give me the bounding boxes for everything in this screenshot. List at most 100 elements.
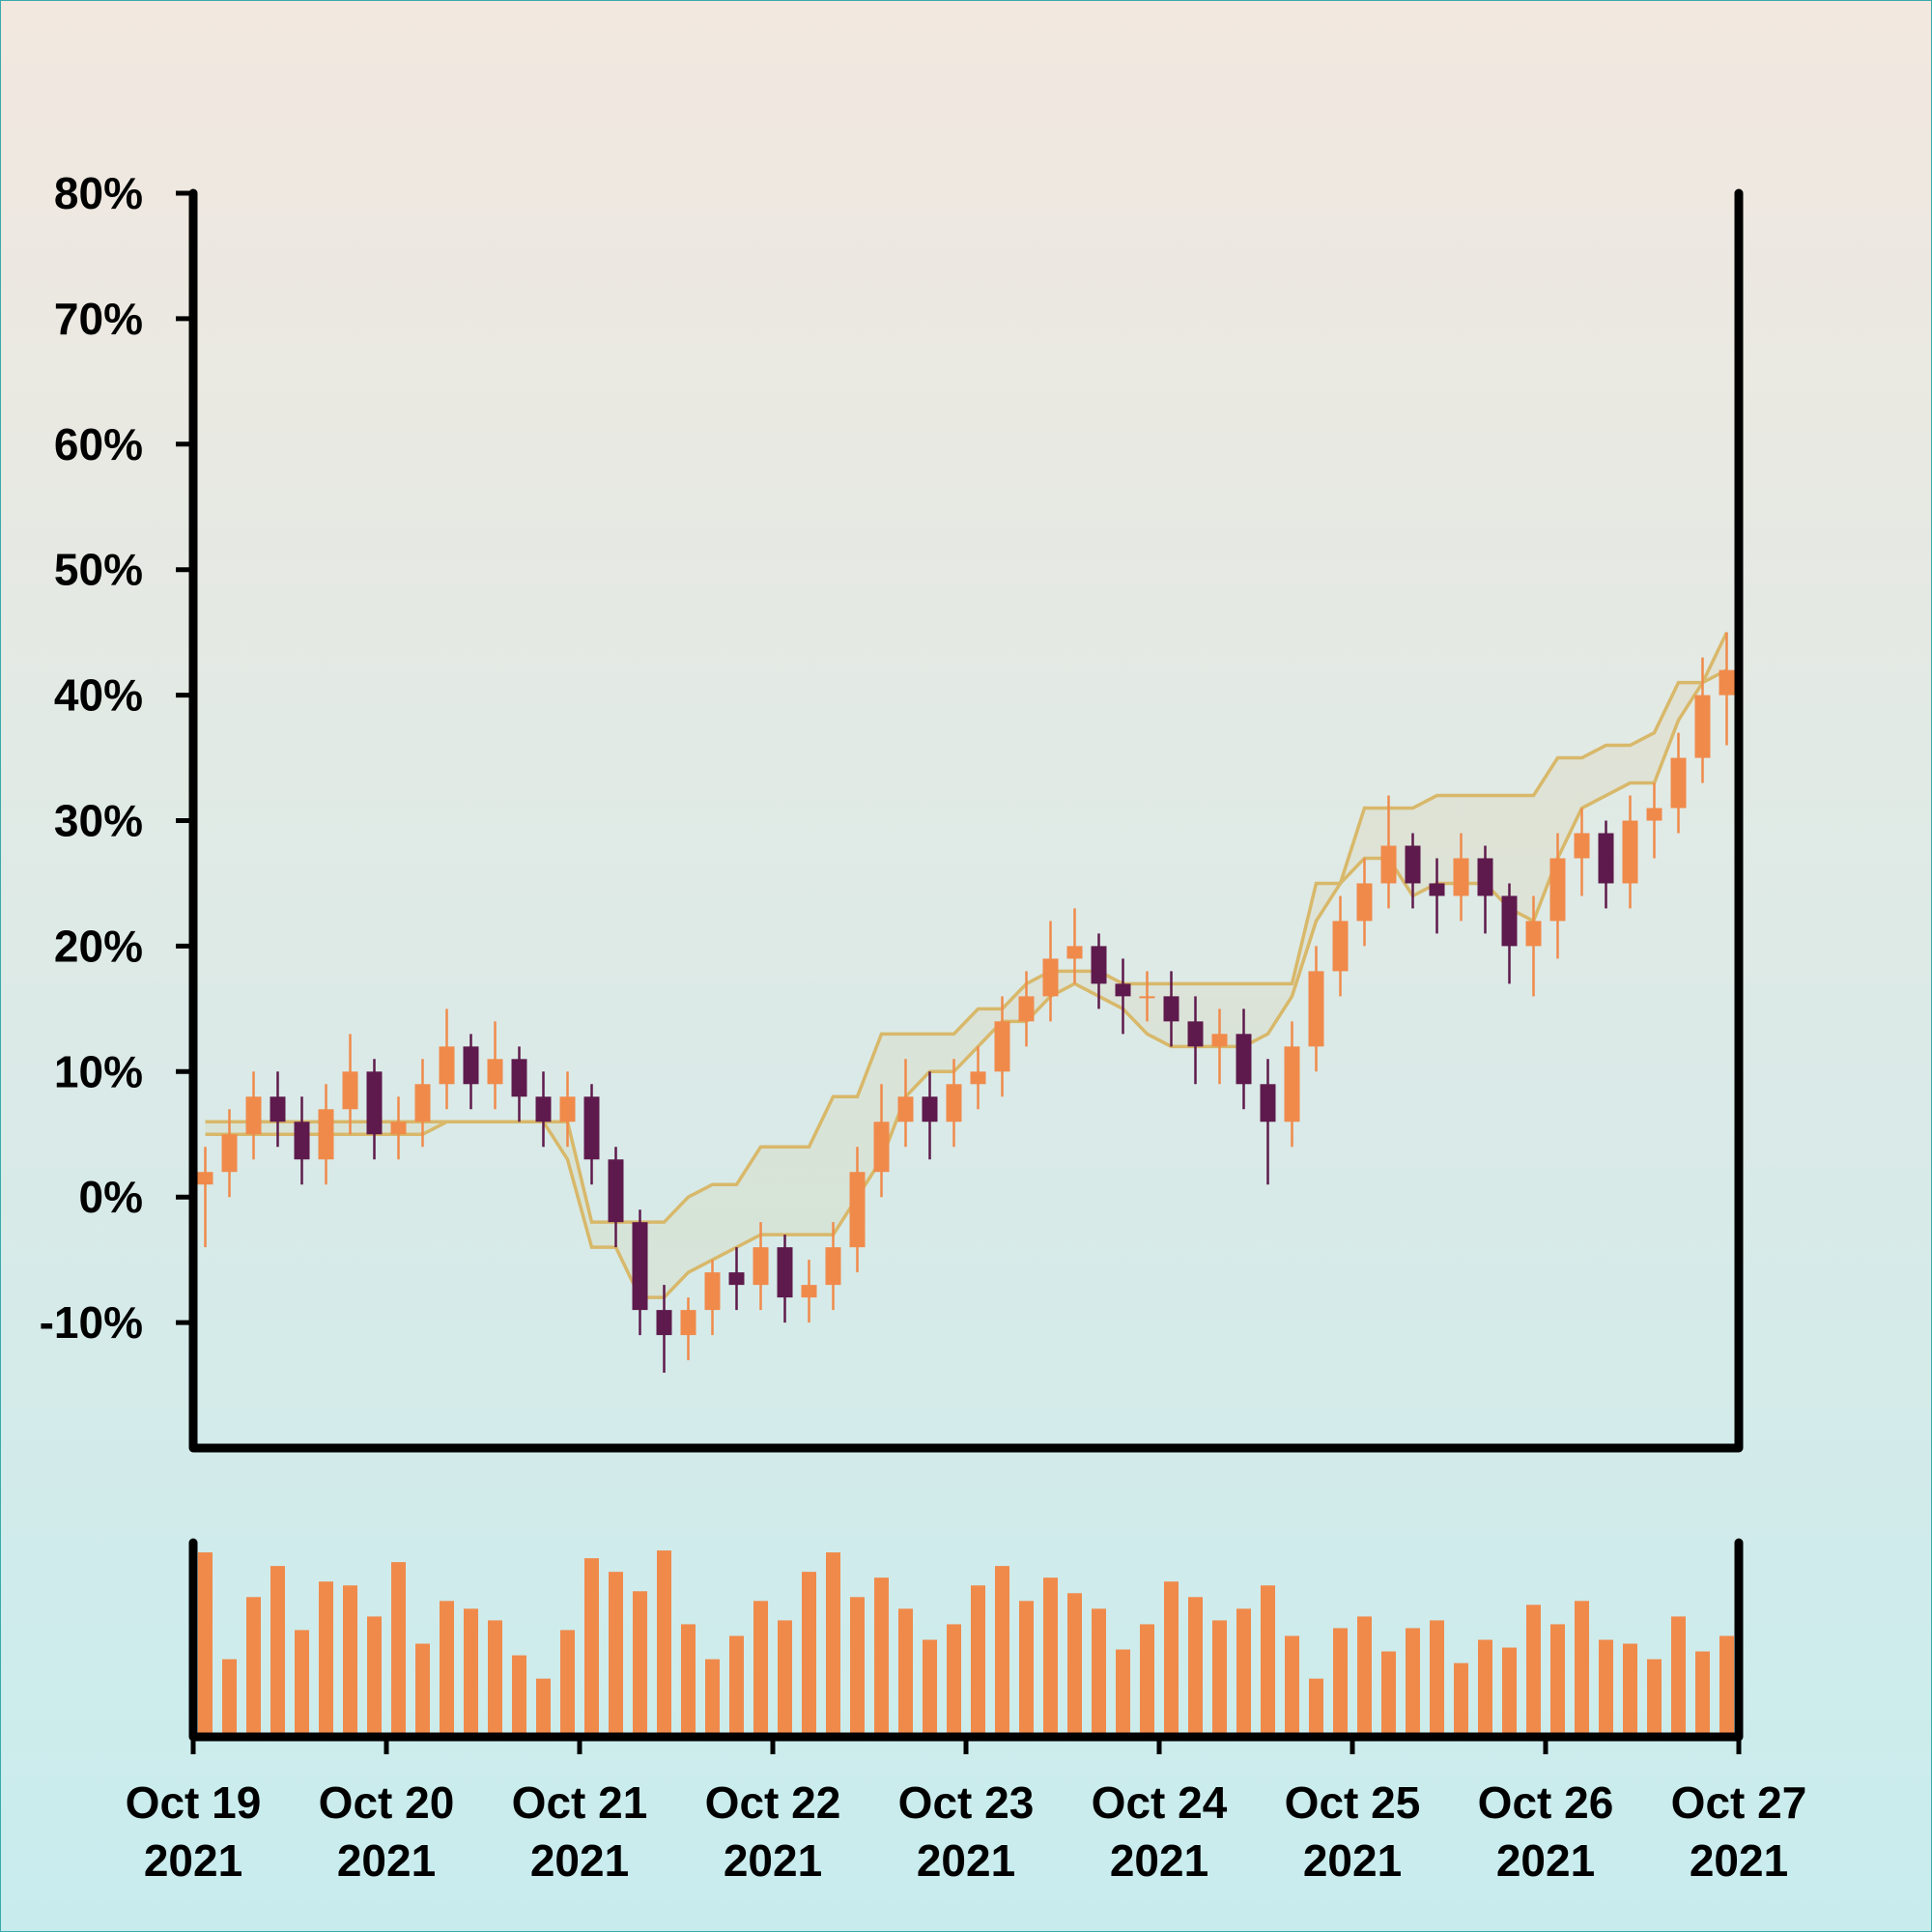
candle-body bbox=[1042, 958, 1059, 997]
candle-body bbox=[245, 1096, 262, 1135]
candle-body bbox=[1332, 921, 1349, 972]
candle-body bbox=[559, 1096, 576, 1122]
candle-body bbox=[897, 1096, 914, 1122]
volume-bar bbox=[440, 1601, 454, 1737]
candle-body bbox=[318, 1109, 334, 1160]
candle-body bbox=[1139, 996, 1155, 999]
candle-body bbox=[1018, 996, 1035, 1022]
candle-body bbox=[197, 1172, 213, 1185]
candle-body bbox=[1622, 820, 1638, 884]
volume-bar bbox=[1599, 1639, 1613, 1737]
x-tick-label: 2021 bbox=[724, 1835, 822, 1886]
volume-bar bbox=[898, 1608, 913, 1737]
y-tick-label: 0% bbox=[79, 1172, 143, 1222]
volume-bar bbox=[1333, 1628, 1348, 1737]
y-tick-label: -10% bbox=[40, 1297, 143, 1348]
candle-body bbox=[1694, 695, 1711, 758]
candle-body bbox=[1115, 983, 1131, 997]
volume-bar bbox=[270, 1566, 285, 1737]
candle-body bbox=[1598, 833, 1614, 884]
volume-bar bbox=[1478, 1639, 1492, 1737]
volume-bar bbox=[826, 1552, 840, 1737]
candle-body bbox=[970, 1071, 986, 1085]
candle-body bbox=[1405, 845, 1421, 884]
volume-bar bbox=[1285, 1635, 1299, 1737]
candle-body bbox=[1236, 1034, 1252, 1085]
candle-body bbox=[1091, 946, 1107, 984]
candle-body bbox=[753, 1247, 769, 1286]
candle-body bbox=[704, 1272, 721, 1311]
candle-body bbox=[1525, 921, 1542, 947]
candle-body bbox=[608, 1159, 624, 1223]
volume-bar bbox=[1381, 1651, 1396, 1737]
y-tick-label: 30% bbox=[54, 796, 143, 846]
volume-bar bbox=[1575, 1601, 1589, 1737]
candle-body bbox=[1380, 845, 1397, 884]
volume-bar bbox=[1671, 1616, 1686, 1737]
volume-bar bbox=[1454, 1662, 1468, 1737]
volume-bar bbox=[1719, 1635, 1734, 1737]
candle-body bbox=[487, 1059, 503, 1085]
candle-body bbox=[270, 1096, 286, 1122]
candle-body bbox=[294, 1122, 310, 1160]
volume-bar bbox=[874, 1577, 889, 1737]
x-tick-label: Oct 20 bbox=[319, 1777, 455, 1828]
candle-body bbox=[1574, 833, 1590, 859]
volume-bar bbox=[995, 1566, 1009, 1737]
volume-bar bbox=[1430, 1620, 1444, 1737]
x-tick-label: Oct 23 bbox=[898, 1777, 1035, 1828]
candle-body bbox=[1308, 971, 1324, 1047]
candle-body bbox=[535, 1096, 552, 1122]
candle-body bbox=[656, 1310, 672, 1336]
y-tick-label: 80% bbox=[54, 168, 143, 218]
candle-body bbox=[680, 1310, 696, 1336]
volume-bar bbox=[705, 1659, 720, 1737]
x-tick-label: 2021 bbox=[1110, 1835, 1208, 1886]
x-tick-label: 2021 bbox=[337, 1835, 436, 1886]
candle-body bbox=[583, 1096, 600, 1160]
y-tick-label: 20% bbox=[54, 921, 143, 971]
volume-bar bbox=[681, 1624, 696, 1737]
band-line bbox=[205, 668, 1728, 1299]
volume-bar bbox=[1647, 1659, 1662, 1737]
volume-bar bbox=[971, 1585, 985, 1737]
candle-body bbox=[632, 1222, 648, 1311]
candle-body bbox=[511, 1059, 527, 1097]
volume-bar bbox=[753, 1601, 768, 1737]
candle-body bbox=[1429, 883, 1445, 896]
volume-bar bbox=[1116, 1649, 1130, 1737]
volume-bar bbox=[947, 1624, 961, 1737]
volume-bar bbox=[778, 1620, 792, 1737]
volume-bar bbox=[1212, 1620, 1227, 1737]
volume-bar bbox=[1236, 1608, 1251, 1737]
volume-bar bbox=[367, 1616, 382, 1737]
volume-bar bbox=[657, 1550, 671, 1737]
volume-bar bbox=[1092, 1608, 1106, 1737]
candle-body bbox=[1501, 895, 1518, 947]
volume-bar bbox=[633, 1591, 647, 1737]
volume-bar bbox=[536, 1678, 551, 1737]
x-tick-label: 2021 bbox=[1303, 1835, 1402, 1886]
volume-bar bbox=[295, 1630, 309, 1737]
volume-bar bbox=[850, 1597, 865, 1737]
candle-body bbox=[1066, 946, 1083, 959]
candle-body bbox=[1211, 1034, 1228, 1047]
volume-bar bbox=[1067, 1593, 1082, 1737]
candle-body bbox=[825, 1247, 841, 1286]
volume-bar bbox=[560, 1630, 575, 1737]
volume-bar bbox=[729, 1635, 744, 1737]
volume-bar bbox=[923, 1639, 937, 1737]
candle-body bbox=[777, 1247, 793, 1298]
candle-body bbox=[390, 1122, 407, 1135]
volume-bar bbox=[246, 1597, 261, 1737]
volume-bar bbox=[1623, 1643, 1637, 1737]
volume-bar bbox=[1019, 1601, 1034, 1737]
price-frame bbox=[188, 188, 1744, 1453]
y-tick-label: 60% bbox=[54, 419, 143, 469]
x-tick-label: 2021 bbox=[1496, 1835, 1595, 1886]
x-tick-label: Oct 19 bbox=[126, 1777, 262, 1828]
candle-body bbox=[1477, 858, 1493, 896]
volume-bar bbox=[464, 1608, 478, 1737]
volume-bar bbox=[1406, 1628, 1420, 1737]
